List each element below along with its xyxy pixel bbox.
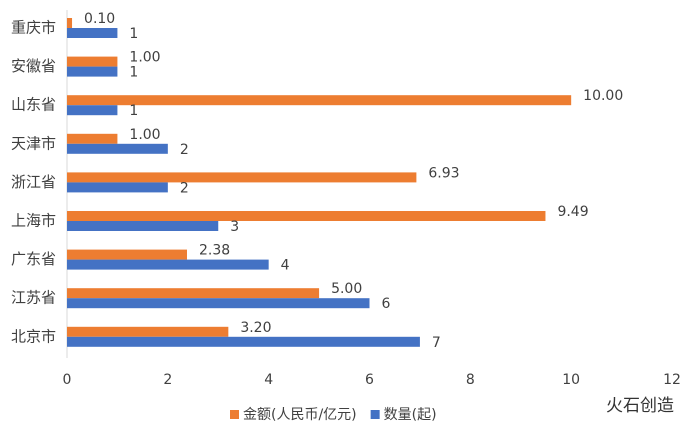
bar	[67, 28, 118, 38]
value-label: 6	[382, 296, 391, 312]
bar	[67, 182, 168, 193]
x-tick-label: 10	[562, 372, 580, 388]
value-label: 2.38	[199, 243, 230, 259]
bar	[67, 172, 417, 183]
bar	[67, 95, 572, 106]
legend-swatch	[230, 410, 239, 419]
x-tick-label: 6	[365, 372, 374, 388]
y-tick-label: 安徽省	[11, 57, 56, 75]
y-tick-label: 浙江省	[11, 173, 56, 191]
y-tick-label: 江苏省	[11, 289, 56, 307]
logo: 火石创造	[606, 396, 674, 416]
value-label: 4	[281, 258, 290, 274]
value-label: 10.00	[583, 88, 623, 104]
x-tick-label: 2	[163, 372, 172, 388]
value-label: 5.00	[331, 281, 362, 297]
y-tick-label: 重庆市	[11, 19, 56, 37]
bar	[67, 105, 118, 116]
x-tick-label: 4	[264, 372, 273, 388]
legend-swatch	[370, 410, 380, 419]
value-label: 1.00	[129, 50, 160, 66]
legend-label: 金额(人民币/亿元)	[243, 407, 357, 423]
bar	[67, 259, 269, 270]
bar	[67, 221, 219, 231]
bar	[67, 143, 168, 154]
value-label: 6.93	[428, 165, 459, 181]
y-tick-label: 北京市	[11, 327, 56, 345]
bar	[67, 326, 229, 337]
bar	[67, 288, 320, 299]
bar	[67, 18, 73, 28]
x-tick-label: 8	[466, 372, 475, 388]
bar	[67, 249, 187, 260]
value-label: 1	[129, 103, 138, 119]
value-label: 1.00	[129, 127, 160, 143]
value-label: 2	[180, 180, 189, 196]
bar	[67, 298, 370, 309]
value-label: 9.49	[557, 204, 588, 220]
value-label: 3.20	[240, 320, 271, 336]
value-label: 1	[129, 26, 138, 42]
y-tick-label: 上海市	[11, 212, 56, 230]
legend-label: 数量(起)	[384, 407, 437, 423]
bar	[67, 336, 420, 347]
value-label: 2	[180, 142, 189, 158]
bar	[67, 211, 546, 221]
y-tick-label: 山东省	[11, 96, 56, 114]
x-tick-label: 12	[663, 372, 681, 388]
bar	[67, 56, 118, 67]
value-label: 0.10	[84, 11, 115, 27]
y-tick-label: 广东省	[11, 250, 56, 268]
value-label: 3	[230, 219, 239, 235]
bar	[67, 66, 118, 77]
x-tick-label: 0	[63, 372, 72, 388]
value-label: 7	[432, 335, 441, 351]
value-label: 1	[129, 65, 138, 81]
y-tick-label: 天津市	[11, 134, 56, 152]
bar	[67, 133, 118, 144]
